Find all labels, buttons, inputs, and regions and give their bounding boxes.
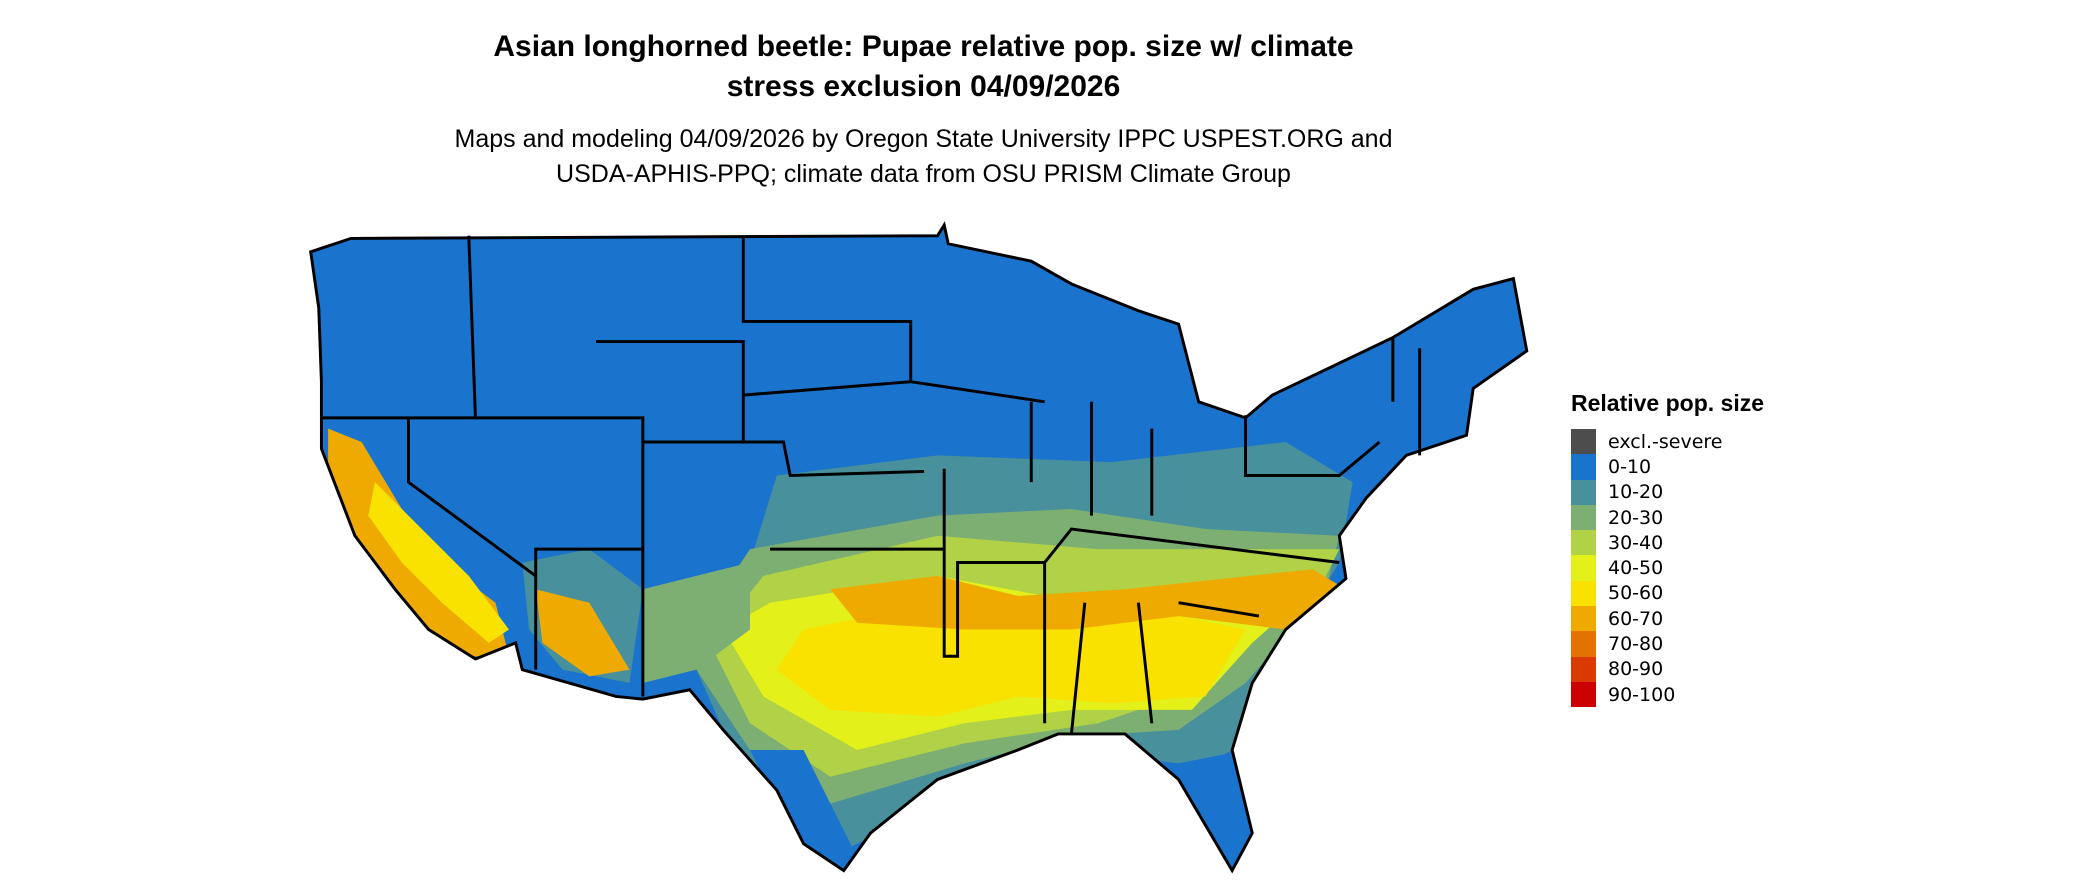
legend-label: 20-30	[1608, 506, 1664, 529]
legend-label: 30-40	[1608, 531, 1664, 554]
legend-swatch	[1571, 631, 1596, 657]
legend-swatch	[1571, 479, 1596, 505]
legend-swatch	[1571, 429, 1596, 455]
legend-swatch	[1571, 530, 1596, 556]
map-title: Asian longhorned beetle: Pupae relative …	[0, 27, 1847, 107]
legend-item: excl.-severe	[1571, 429, 1764, 455]
legend-swatch	[1571, 606, 1596, 632]
map-subtitle: Maps and modeling 04/09/2026 by Oregon S…	[0, 122, 1847, 192]
legend-swatch	[1571, 656, 1596, 682]
legend-swatch	[1571, 681, 1596, 708]
zone-50-60-california	[368, 482, 509, 643]
subtitle-line-2: USDA-APHIS-PPQ; climate data from OSU PR…	[556, 160, 1291, 188]
legend-items: excl.-severe 0-10 10-20 20-30 30-40 40-50 50-6…	[1571, 429, 1764, 708]
legend-label: excl.-severe	[1608, 430, 1723, 453]
state-borders	[309, 223, 1529, 873]
zone-0-10-texas	[750, 750, 858, 871]
legend-label: 80-90	[1608, 658, 1664, 681]
subtitle-line-1: Maps and modeling 04/09/2026 by Oregon S…	[454, 125, 1393, 153]
legend-item: 20-30	[1571, 504, 1764, 531]
legend-label: 60-70	[1608, 607, 1664, 630]
legend-item: 30-40	[1571, 530, 1764, 556]
legend-item: 50-60	[1571, 580, 1764, 607]
zone-0-10-florida	[1165, 750, 1253, 871]
legend-swatch	[1571, 504, 1596, 531]
legend-label: 0-10	[1608, 455, 1652, 478]
legend-item: 90-100	[1571, 681, 1764, 708]
legend-item: 80-90	[1571, 656, 1764, 682]
legend-label: 10-20	[1608, 481, 1664, 504]
legend-swatch	[1571, 454, 1596, 480]
title-line-1: Asian longhorned beetle: Pupae relative …	[493, 30, 1354, 63]
zone-50-60	[776, 602, 1246, 717]
legend-swatch	[1571, 555, 1596, 581]
title-line-2: stress exclusion 04/09/2026	[726, 70, 1121, 103]
zone-60-70-south	[830, 569, 1346, 630]
legend-title: Relative pop. size	[1571, 390, 1765, 416]
legend-label: 70-80	[1608, 633, 1664, 656]
legend-label: 40-50	[1608, 557, 1664, 580]
legend-label: 50-60	[1608, 582, 1664, 605]
legend-item: 70-80	[1571, 631, 1764, 657]
legend-item: 10-20	[1571, 479, 1764, 505]
map-legend: Relative pop. size excl.-severe 0-10 10-20…	[1571, 390, 1765, 708]
legend-swatch	[1571, 580, 1596, 607]
legend-item: 0-10	[1571, 454, 1764, 480]
zone-60-70-arizona	[535, 589, 630, 677]
zone-20-30-newmexico	[642, 562, 750, 684]
legend-item: 60-70	[1571, 606, 1764, 632]
legend-item: 40-50	[1571, 555, 1764, 581]
legend-label: 90-100	[1608, 683, 1676, 706]
